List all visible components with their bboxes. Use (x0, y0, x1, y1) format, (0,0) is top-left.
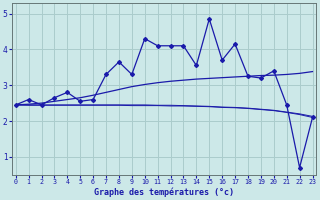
X-axis label: Graphe des températures (°c): Graphe des températures (°c) (94, 188, 234, 197)
